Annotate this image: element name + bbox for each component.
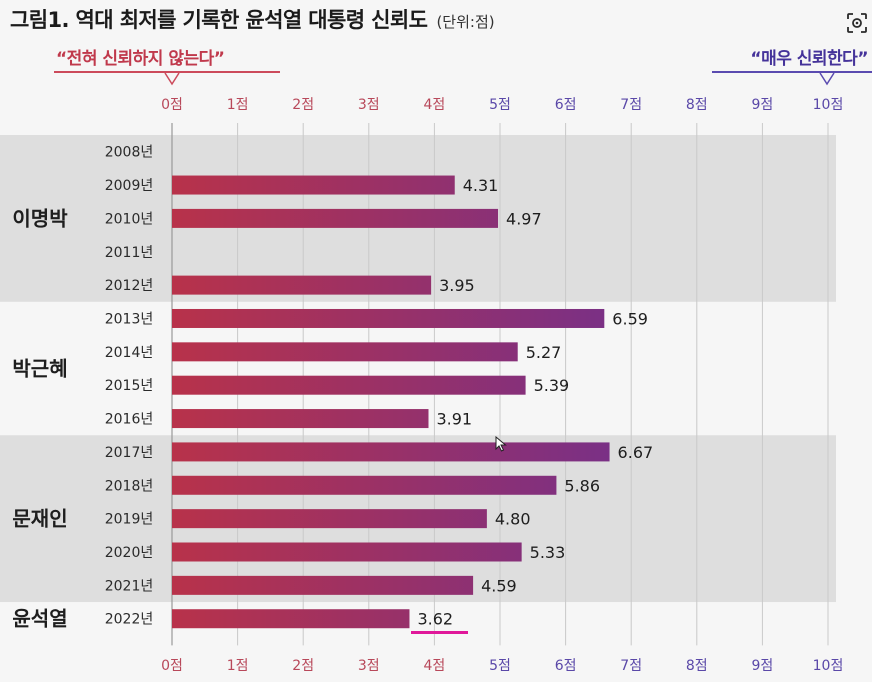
mouse-cursor-icon xyxy=(495,436,507,452)
bar xyxy=(172,542,522,562)
president-label: 이명박 xyxy=(12,206,68,230)
tick-label-bottom: 7점 xyxy=(620,658,642,674)
chart-title: 그림1. 역대 최저를 기록한 윤석열 대통령 신뢰도 xyxy=(10,8,428,32)
bar xyxy=(172,275,432,295)
data-label: 4.31 xyxy=(463,176,499,195)
data-label: 3.62 xyxy=(417,610,453,629)
year-label: 2022년 xyxy=(105,612,154,628)
tick-label-top: 6점 xyxy=(555,97,577,113)
bar xyxy=(172,509,487,529)
president-label: 문재인 xyxy=(12,507,67,531)
tick-label-top: 5점 xyxy=(489,97,511,113)
data-label: 5.33 xyxy=(530,543,566,562)
tick-label-top: 7점 xyxy=(620,97,642,113)
tick-label-top: 2점 xyxy=(292,97,314,113)
year-label: 2021년 xyxy=(105,578,154,594)
tick-label-top: 3점 xyxy=(358,97,380,113)
data-label: 5.27 xyxy=(526,343,562,362)
year-label: 2013년 xyxy=(105,311,154,327)
tick-label-top: 4점 xyxy=(424,97,446,113)
year-label: 2018년 xyxy=(105,478,154,494)
unit-label: (단위:점) xyxy=(436,13,495,31)
tick-label-bottom: 1점 xyxy=(227,658,249,674)
year-label: 2020년 xyxy=(105,545,154,561)
tick-label-top: 9점 xyxy=(752,97,774,113)
bar xyxy=(172,175,455,195)
data-label: 3.91 xyxy=(436,410,472,429)
scale-note-rule-left xyxy=(54,71,280,73)
tick-label-top: 1점 xyxy=(227,97,249,113)
data-label: 6.67 xyxy=(618,443,654,462)
data-label: 6.59 xyxy=(612,309,648,328)
year-label: 2014년 xyxy=(105,345,154,361)
tick-label-bottom: 8점 xyxy=(686,658,708,674)
bar xyxy=(172,342,518,362)
data-label: 4.80 xyxy=(495,510,531,529)
year-label: 2010년 xyxy=(105,211,154,227)
tick-label-bottom: 6점 xyxy=(555,658,577,674)
year-label: 2012년 xyxy=(105,278,154,294)
highlight-underline xyxy=(411,631,468,634)
bar xyxy=(172,208,499,228)
tick-label-bottom: 3점 xyxy=(358,658,380,674)
tick-label-top: 8점 xyxy=(686,97,708,113)
president-label: 박근혜 xyxy=(12,357,67,381)
tick-label-top: 0점 xyxy=(161,97,183,113)
year-label: 2015년 xyxy=(105,378,154,394)
bar xyxy=(172,375,526,395)
year-label: 2009년 xyxy=(105,178,154,194)
data-label: 5.86 xyxy=(564,476,600,495)
data-label: 4.59 xyxy=(481,576,517,595)
lens-search-icon[interactable] xyxy=(846,12,868,34)
chart-title-line: 그림1. 역대 최저를 기록한 윤석열 대통령 신뢰도 (단위:점) xyxy=(10,4,495,34)
tick-label-bottom: 5점 xyxy=(489,658,511,674)
scale-pointer-left xyxy=(164,72,180,86)
data-label: 5.39 xyxy=(534,376,570,395)
tick-label-bottom: 4점 xyxy=(424,658,446,674)
year-label: 2017년 xyxy=(105,445,154,461)
year-label: 2016년 xyxy=(105,412,154,428)
year-label: 2008년 xyxy=(105,145,154,161)
tick-label-top: 10점 xyxy=(813,97,844,113)
bar xyxy=(172,409,429,429)
scale-note-rule-right xyxy=(712,71,872,73)
president-label: 윤석열 xyxy=(12,607,67,631)
year-label: 2011년 xyxy=(105,245,154,261)
tick-label-bottom: 2점 xyxy=(292,658,314,674)
tick-label-bottom: 10점 xyxy=(813,658,844,674)
bar xyxy=(172,575,474,595)
scale-note-not-trust: “전혀 신뢰하지 않는다” xyxy=(56,49,225,69)
data-label: 4.97 xyxy=(506,209,542,228)
tick-label-bottom: 0점 xyxy=(161,658,183,674)
scale-note-trust: “매우 신뢰한다” xyxy=(750,49,868,69)
bar xyxy=(172,609,410,629)
tick-label-bottom: 9점 xyxy=(752,658,774,674)
data-label: 3.95 xyxy=(439,276,475,295)
bar xyxy=(172,442,610,462)
scale-pointer-right xyxy=(819,72,835,86)
year-label: 2019년 xyxy=(105,512,154,528)
bar xyxy=(172,308,605,328)
bar xyxy=(172,475,557,495)
